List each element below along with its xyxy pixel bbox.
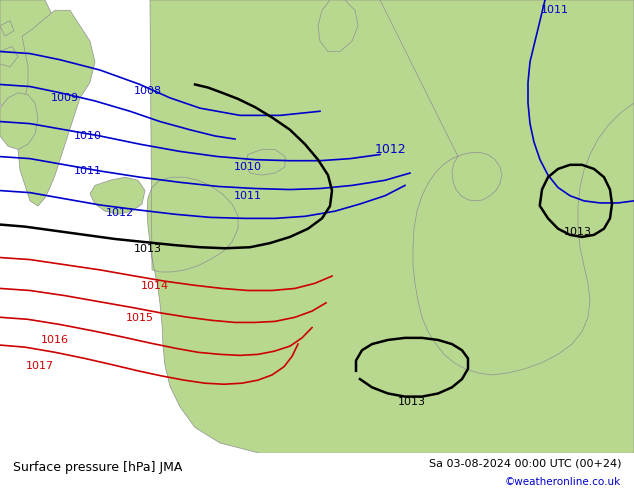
Text: Sa 03-08-2024 00:00 UTC (00+24): Sa 03-08-2024 00:00 UTC (00+24) — [429, 459, 621, 468]
Text: 1017: 1017 — [26, 361, 54, 371]
Text: 1010: 1010 — [234, 162, 262, 172]
Polygon shape — [0, 0, 60, 123]
Polygon shape — [18, 10, 95, 206]
Text: 1016: 1016 — [41, 335, 69, 345]
Text: 1013: 1013 — [398, 397, 426, 407]
Text: 1011: 1011 — [234, 191, 262, 201]
Text: Surface pressure [hPa] JMA: Surface pressure [hPa] JMA — [13, 461, 182, 474]
Text: 1013: 1013 — [564, 227, 592, 237]
Polygon shape — [90, 177, 145, 214]
Text: 1012: 1012 — [106, 208, 134, 218]
Polygon shape — [0, 93, 38, 149]
Text: ©weatheronline.co.uk: ©weatheronline.co.uk — [505, 477, 621, 487]
Polygon shape — [147, 0, 634, 453]
Polygon shape — [0, 47, 18, 67]
Text: 1009: 1009 — [51, 93, 79, 103]
Text: 1014: 1014 — [141, 281, 169, 292]
Text: 1011: 1011 — [541, 5, 569, 15]
Polygon shape — [318, 0, 358, 51]
Text: 1010: 1010 — [74, 131, 102, 141]
Polygon shape — [0, 21, 14, 36]
Text: 1011: 1011 — [74, 166, 102, 176]
Polygon shape — [245, 149, 285, 175]
Text: 1012: 1012 — [374, 143, 406, 156]
Polygon shape — [380, 0, 634, 375]
Text: 1015: 1015 — [126, 313, 154, 323]
Text: 1008: 1008 — [134, 86, 162, 96]
Text: 1013: 1013 — [134, 245, 162, 254]
